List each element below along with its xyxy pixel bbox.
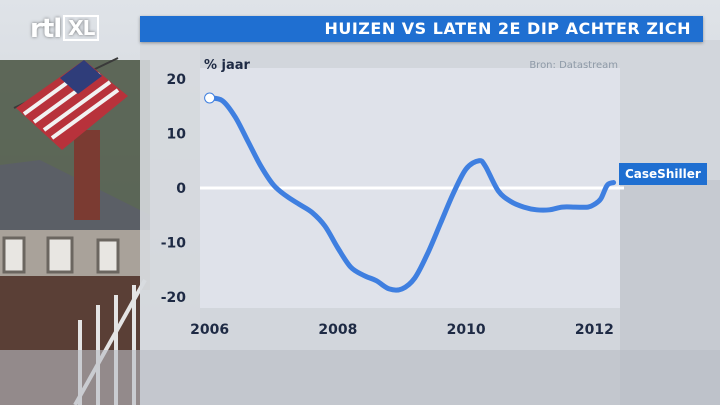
- title-bar: HUIZEN VS LATEN 2E DIP ACHTER ZICH: [140, 16, 703, 42]
- y-tick-label: 0: [176, 181, 186, 197]
- y-tick-label: -20: [161, 290, 187, 306]
- y-tick-label: 10: [167, 126, 187, 142]
- x-tick-label: 2006: [190, 322, 229, 338]
- x-tick-label: 2008: [318, 322, 357, 338]
- series-line-caseshiller: [207, 95, 617, 293]
- logo-text: rtl: [30, 14, 62, 44]
- us-flag: [16, 60, 128, 150]
- series-start-point: [204, 92, 216, 104]
- x-tick-label: 2012: [575, 322, 614, 338]
- series-label-caseshiller: CaseShiller: [619, 163, 707, 185]
- logo-badge: XL: [63, 15, 100, 41]
- source-label: Bron: Datastream: [529, 60, 618, 71]
- chimney: [74, 130, 100, 220]
- y-tick-label: 20: [167, 72, 187, 88]
- y-tick-label: -10: [161, 236, 187, 252]
- chart-title: HUIZEN VS LATEN 2E DIP ACHTER ZICH: [324, 19, 691, 38]
- porch-column: [140, 40, 200, 405]
- channel-logo: rtl XL: [30, 14, 100, 44]
- y-axis-label: % jaar: [204, 58, 250, 73]
- x-tick-label: 2010: [447, 322, 486, 338]
